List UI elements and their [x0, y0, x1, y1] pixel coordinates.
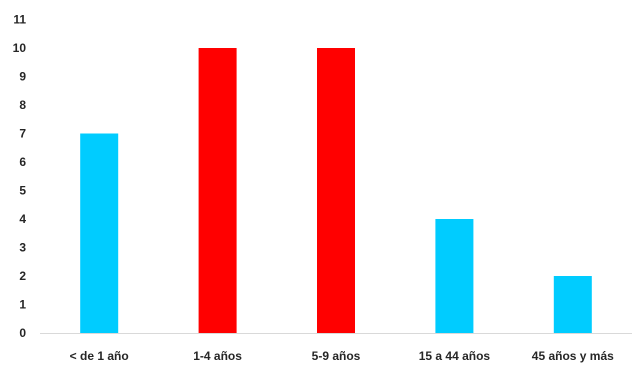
y-tick-label: 6 — [19, 155, 26, 169]
y-tick-label: 11 — [13, 13, 26, 27]
bar-4 — [553, 276, 592, 333]
y-tick-label: 8 — [19, 98, 26, 112]
x-category-label: 5-9 años — [312, 349, 361, 363]
x-axis-labels: < de 1 año 1-4 años 5-9 años 15 a 44 años 45… — [70, 349, 614, 363]
y-tick-label: 9 — [19, 70, 26, 84]
y-tick-label: 2 — [19, 269, 26, 283]
y-tick-label: 5 — [19, 184, 26, 198]
y-tick-label: 3 — [19, 241, 26, 255]
y-tick-label: 7 — [19, 127, 26, 141]
y-tick-label: 10 — [13, 41, 27, 55]
bar-3 — [435, 219, 474, 333]
x-category-label: 15 a 44 años — [419, 349, 491, 363]
bar-0 — [80, 133, 119, 333]
y-tick-label: 1 — [19, 298, 26, 312]
x-category-label: 1-4 años — [193, 349, 242, 363]
y-axis-ticks: 0 1 2 3 4 5 6 7 8 9 10 11 — [13, 13, 27, 341]
bars — [80, 48, 592, 333]
y-tick-label: 0 — [19, 326, 26, 340]
bar-2 — [317, 48, 355, 333]
x-category-label: < de 1 año — [70, 349, 129, 363]
x-category-label: 45 años y más — [532, 349, 614, 363]
bar-1 — [198, 48, 237, 333]
y-tick-label: 4 — [19, 212, 26, 226]
